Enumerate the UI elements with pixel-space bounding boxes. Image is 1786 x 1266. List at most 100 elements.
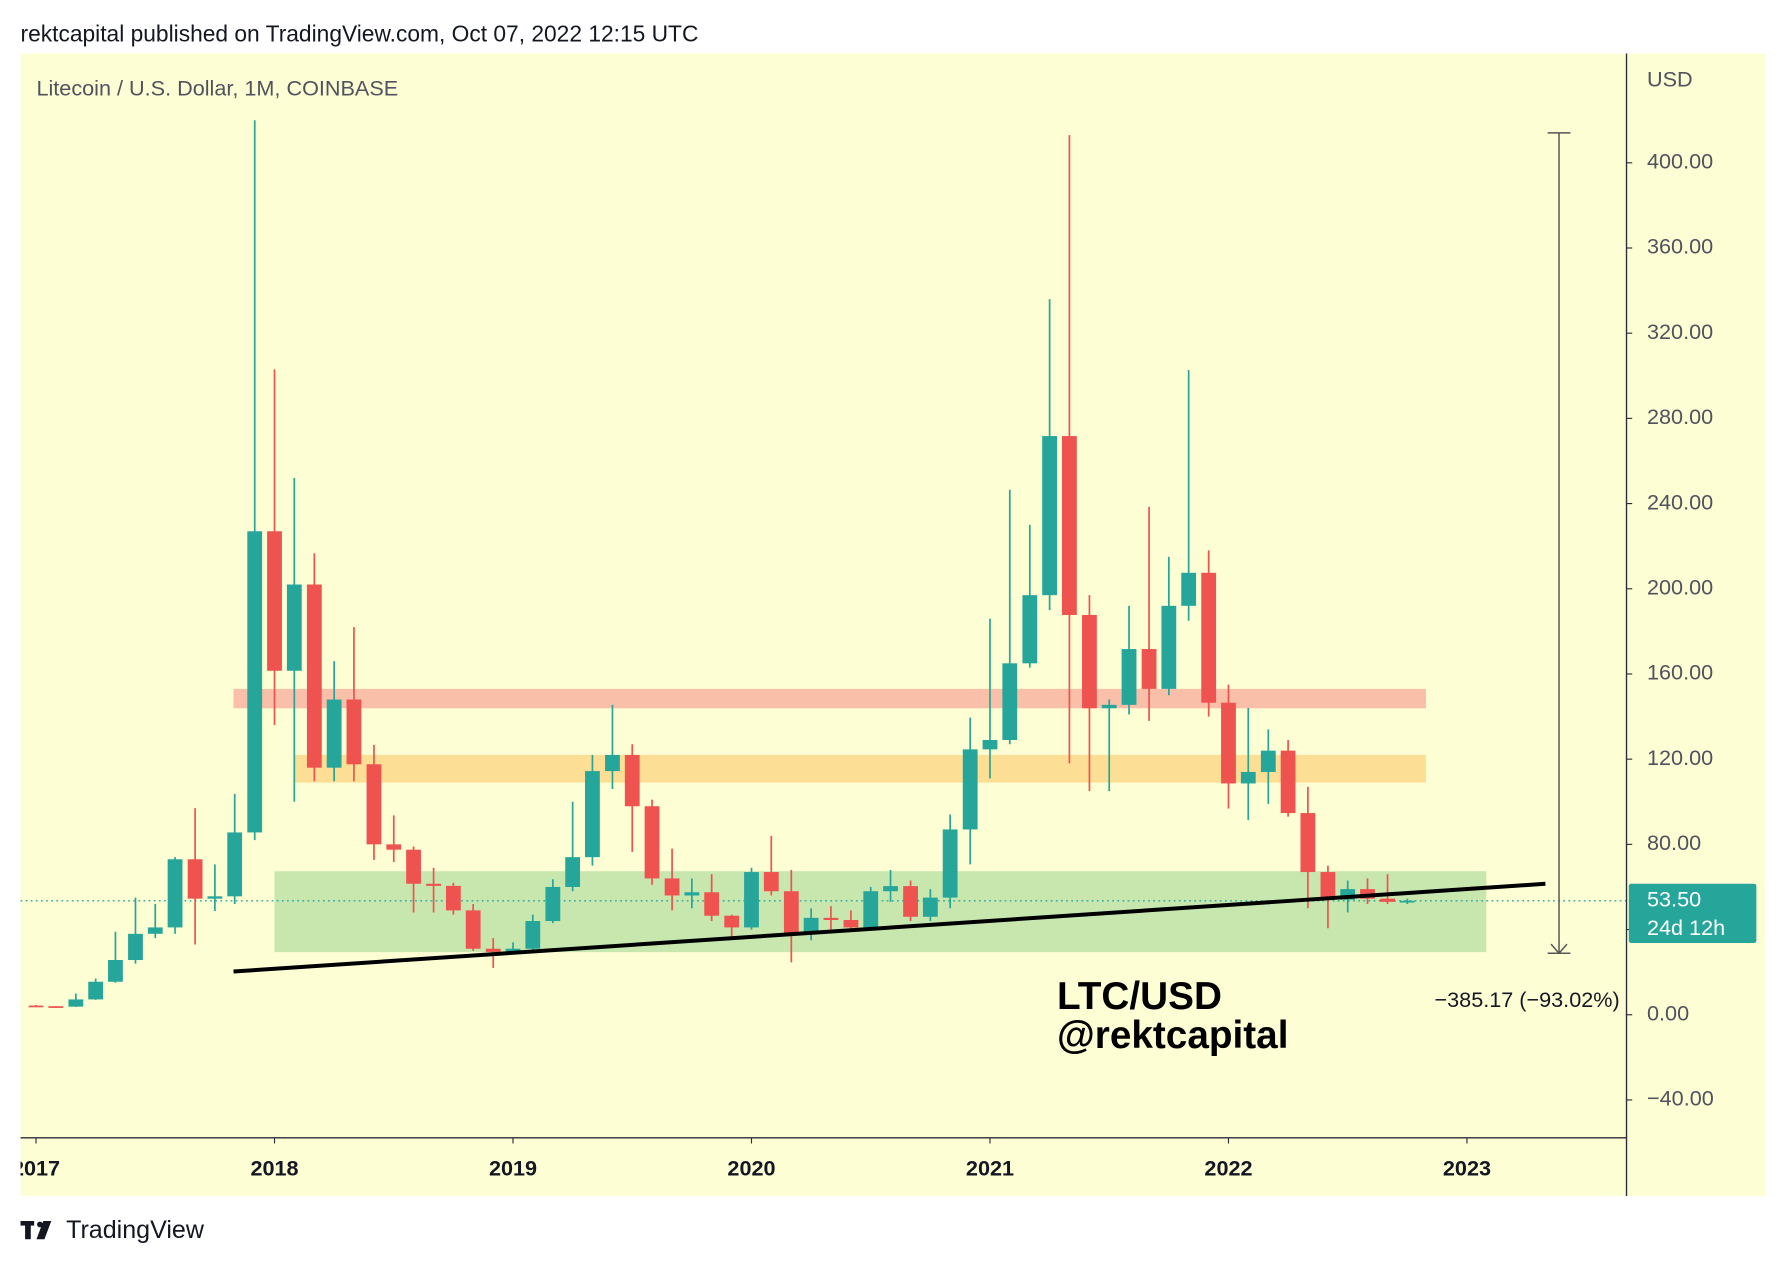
candle-body — [664, 878, 680, 896]
candle-body — [485, 948, 501, 952]
candle-body — [585, 771, 600, 858]
candle-body — [1101, 704, 1117, 709]
watermark: @rektcapital — [1057, 1014, 1288, 1057]
countdown-label: 24d 12h — [1647, 915, 1725, 940]
candle-body — [1042, 436, 1058, 596]
y-tick-label: 240.00 — [1647, 489, 1713, 514]
candle-body — [426, 883, 441, 886]
candle-body — [783, 891, 799, 934]
candle-body — [1300, 813, 1316, 873]
candle-body — [704, 892, 720, 916]
candle-body — [48, 1006, 64, 1008]
last-price-badge — [1628, 883, 1757, 943]
measure-arrow — [1550, 943, 1568, 955]
candle-body — [624, 754, 640, 807]
candle-body — [366, 764, 382, 845]
candle-body — [644, 806, 660, 879]
candle-body — [1280, 750, 1296, 814]
y-tick-label: 320.00 — [1647, 319, 1713, 344]
y-tick-label: 280.00 — [1647, 404, 1713, 429]
candle-body — [68, 999, 84, 1007]
candle-body — [903, 886, 918, 917]
y-tick-label: 160.00 — [1647, 660, 1713, 685]
candle-body — [28, 1005, 44, 1008]
currency-label: USD — [1647, 67, 1693, 92]
candle-body — [922, 897, 938, 917]
x-tick-label: 2023 — [1443, 1155, 1491, 1180]
candle-body — [982, 739, 998, 750]
candle-body — [1022, 595, 1038, 664]
candle-body — [286, 584, 302, 671]
candle-body — [843, 919, 859, 928]
measure-label: −385.17 (−93.02%) — [1435, 987, 1620, 1012]
x-tick-label: 2019 — [489, 1155, 537, 1180]
candle-body — [207, 896, 223, 899]
y-tick-label: 360.00 — [1647, 234, 1713, 259]
candle-body — [1240, 771, 1256, 784]
zone — [233, 688, 1426, 709]
y-tick-label: 0.00 — [1647, 1000, 1689, 1025]
candle-body — [883, 886, 898, 892]
brand: TradingView — [66, 1216, 205, 1244]
candle-body — [823, 917, 839, 920]
candle-body — [386, 844, 402, 850]
brand-logo — [20, 1221, 52, 1240]
candle-body — [465, 910, 481, 949]
zone — [274, 871, 1487, 953]
candle-body — [187, 859, 203, 899]
x-tick-label: 2018 — [250, 1155, 298, 1180]
candle-body — [1320, 872, 1336, 900]
overlay: −40.000.0040.0080.00120.00160.00200.0024… — [1435, 149, 1757, 1111]
candle-body — [1082, 614, 1097, 709]
candle-body — [803, 917, 819, 934]
x-tick-label: 2020 — [727, 1155, 775, 1180]
candle-body — [1380, 898, 1395, 902]
candle-body — [863, 891, 879, 928]
header: rektcapital published on TradingView.com… — [21, 20, 699, 46]
candle-body — [1399, 900, 1415, 903]
candle-body — [1340, 889, 1356, 900]
candle-body — [326, 699, 342, 768]
candle-body — [108, 960, 123, 982]
x-tick-label: 2022 — [1204, 1155, 1252, 1180]
candle-body — [267, 531, 282, 671]
watermark: LTC/USD — [1057, 975, 1222, 1018]
plot-area — [20, 120, 1627, 1008]
candle-body — [763, 872, 779, 892]
candle-body — [406, 849, 421, 884]
chart-background — [20, 53, 1766, 1196]
candle-body — [962, 749, 978, 830]
candle-body — [1121, 649, 1137, 705]
candle-body — [1161, 605, 1177, 689]
candle-body — [147, 927, 163, 934]
last-price-label: 53.50 — [1647, 887, 1701, 912]
trendline — [233, 881, 1546, 974]
candle-body — [247, 531, 263, 833]
x-tick-label: 2017 — [12, 1155, 60, 1180]
candle-body — [525, 921, 541, 949]
y-tick-label: 400.00 — [1647, 149, 1713, 174]
candle-body — [505, 948, 521, 952]
candle-body — [1260, 750, 1276, 772]
candle-body — [724, 915, 740, 928]
x-tick-label: 2021 — [966, 1155, 1014, 1180]
time-axis: 2017 2018 2019 2020 2021 2022 2023 — [12, 1137, 1491, 1180]
candle-body — [167, 859, 183, 928]
candle-body — [744, 872, 759, 928]
y-tick-label: 200.00 — [1647, 574, 1713, 599]
y-tick-label: 120.00 — [1647, 745, 1713, 770]
symbol-title: Litecoin / U.S. Dollar, 1M, COINBASE — [36, 76, 398, 101]
candle-body — [545, 886, 561, 922]
candle-body — [605, 754, 620, 772]
candle-body — [1062, 436, 1077, 615]
candle-body — [445, 885, 461, 911]
candle-body — [1002, 663, 1018, 740]
candle-body — [684, 892, 700, 896]
candle-body — [128, 933, 143, 961]
candle-body — [1201, 572, 1217, 703]
candle-body — [1221, 702, 1236, 784]
candle-body — [346, 699, 362, 765]
candle-body — [227, 832, 243, 897]
